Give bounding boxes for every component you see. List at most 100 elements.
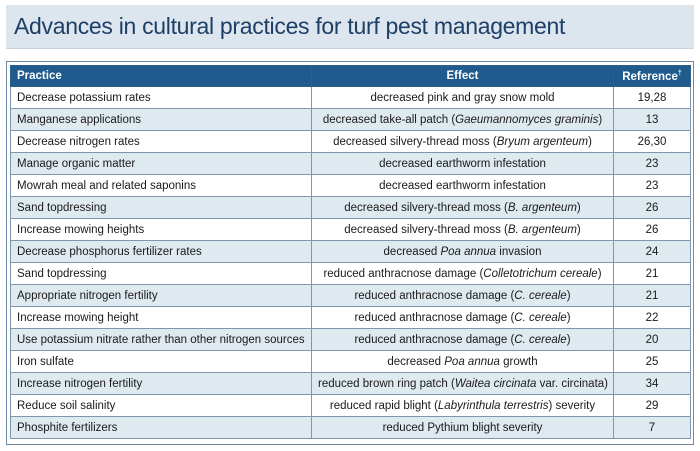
title-banner: Advances in cultural practices for turf … xyxy=(6,5,694,49)
practice-cell: Increase mowing heights xyxy=(10,218,312,241)
effect-italic-text: C. cereale xyxy=(514,289,567,302)
table-row: Manganese applications decreased take-all… xyxy=(10,108,691,131)
practice-cell: Sand topdressing xyxy=(10,196,312,219)
effect-cell: reduced anthracnose damage (Colletotrich… xyxy=(311,262,614,285)
reference-cell: 24 xyxy=(613,240,691,263)
effect-italic-text: Colletotrichum cereale xyxy=(483,267,598,280)
effect-post-text: ) xyxy=(576,223,581,236)
header-practice: Practice xyxy=(10,65,312,87)
effect-cell: decreased earthworm infestation xyxy=(311,174,614,197)
table-row: Increase mowing heights decreased silvery… xyxy=(10,218,691,241)
page-title: Advances in cultural practices for turf … xyxy=(14,13,566,39)
table-row: Decrease potassium rates decreased pink a… xyxy=(10,86,691,109)
effect-pre-text: reduced anthracnose damage ( xyxy=(354,289,515,302)
effect-cell: decreased silvery-thread moss (B. argent… xyxy=(311,218,614,241)
table-row: Decrease phosphorus fertilizer rates decr… xyxy=(10,240,691,263)
practice-cell: Iron sulfate xyxy=(10,350,312,373)
table-row: Phosphite fertilizers reduced Pythium bli… xyxy=(10,416,691,439)
effect-pre-text: decreased earthworm infestation xyxy=(379,157,546,170)
dagger-mark: † xyxy=(677,69,682,77)
effect-cell: decreased Poa annua invasion xyxy=(311,240,614,263)
effect-post-text: ) xyxy=(576,201,581,214)
table-row: Iron sulfate decreased Poa annua growth 25 xyxy=(10,350,691,373)
effect-cell: reduced rapid blight (Labyrinthula terre… xyxy=(311,394,614,417)
effect-post-text: ) xyxy=(566,311,571,324)
effect-pre-text: decreased pink and gray snow mold xyxy=(370,91,555,104)
practices-table: Practice Effect Reference† Decrease pota… xyxy=(10,65,691,439)
effect-post-text: ) xyxy=(588,135,592,148)
reference-cell: 21 xyxy=(613,262,691,285)
reference-cell: 23 xyxy=(613,174,691,197)
reference-cell: 23 xyxy=(613,152,691,175)
reference-cell: 21 xyxy=(613,284,691,307)
effect-italic-text: B. argenteum xyxy=(507,201,577,214)
effect-italic-text: C. cereale xyxy=(514,333,567,346)
effect-post-text: ) xyxy=(566,333,571,346)
practice-cell: Phosphite fertilizers xyxy=(10,416,312,439)
effect-italic-text: C. cereale xyxy=(514,311,567,324)
effect-cell: decreased take-all patch (Gaeumannomyces… xyxy=(311,108,614,131)
practice-cell: Mowrah meal and related saponins xyxy=(10,174,312,197)
effect-cell: reduced anthracnose damage (C. cereale) xyxy=(311,284,614,307)
effect-post-text: var. circinata) xyxy=(536,377,608,390)
table-header-row: Practice Effect Reference† xyxy=(10,65,691,87)
practice-cell: Reduce soil salinity xyxy=(10,394,312,417)
effect-italic-text: Bryum argenteum xyxy=(496,135,589,148)
effect-pre-text: reduced anthracnose damage ( xyxy=(354,333,515,346)
effect-pre-text: decreased silvery-thread moss ( xyxy=(344,223,508,236)
table-row: Mowrah meal and related saponins decrease… xyxy=(10,174,691,197)
table-row: Sand topdressing reduced anthracnose dama… xyxy=(10,262,691,285)
effect-italic-text: B. argenteum xyxy=(507,223,577,236)
effect-post-text: ) xyxy=(598,113,603,126)
table-row: Manage organic matter decreased earthworm… xyxy=(10,152,691,175)
effect-pre-text: decreased silvery-thread moss ( xyxy=(344,201,508,214)
effect-pre-text: decreased take-all patch ( xyxy=(322,113,456,126)
practice-cell: Decrease phosphorus fertilizer rates xyxy=(10,240,312,263)
table-row: Appropriate nitrogen fertility reduced an… xyxy=(10,284,691,307)
reference-cell: 7 xyxy=(613,416,691,439)
effect-cell: reduced anthracnose damage (C. cereale) xyxy=(311,328,614,351)
reference-cell: 34 xyxy=(613,372,691,395)
practice-cell: Decrease potassium rates xyxy=(10,86,312,109)
effect-pre-text: decreased xyxy=(387,355,445,368)
effect-italic-text: Waitea circinata xyxy=(454,377,537,390)
reference-cell: 26 xyxy=(613,218,691,241)
table-row: Increase nitrogen fertility reduced brown… xyxy=(10,372,691,395)
effect-post-text: ) severity xyxy=(548,399,596,412)
effect-cell: decreased earthworm infestation xyxy=(311,152,614,175)
header-reference-label: Reference xyxy=(622,70,678,83)
reference-cell: 19,28 xyxy=(613,86,691,109)
effect-italic-text: Poa annua xyxy=(444,355,500,368)
effect-pre-text: reduced Pythium blight severity xyxy=(382,421,543,434)
effect-post-text: invasion xyxy=(496,245,542,258)
effect-post-text: ) xyxy=(597,267,602,280)
table-row: Reduce soil salinity reduced rapid blight… xyxy=(10,394,691,417)
effect-italic-text: Poa annua xyxy=(440,245,497,258)
reference-cell: 20 xyxy=(613,328,691,351)
table-body: Decrease potassium rates decreased pink a… xyxy=(10,86,691,439)
reference-cell: 13 xyxy=(613,108,691,131)
table-row: Decrease nitrogen rates decreased silvery… xyxy=(10,130,691,153)
effect-pre-text: reduced anthracnose damage ( xyxy=(354,311,515,324)
effect-cell: decreased silvery-thread moss (B. argent… xyxy=(311,196,614,219)
table-row: Increase mowing height reduced anthracnos… xyxy=(10,306,691,329)
practice-cell: Use potassium nitrate rather than other … xyxy=(10,328,312,351)
header-effect: Effect xyxy=(311,65,614,87)
practice-cell: Decrease nitrogen rates xyxy=(10,130,312,153)
effect-italic-text: Labyrinthula terrestris xyxy=(437,399,549,412)
practice-cell: Sand topdressing xyxy=(10,262,312,285)
effect-cell: reduced anthracnose damage (C. cereale) xyxy=(311,306,614,329)
effect-post-text: ) xyxy=(566,289,571,302)
practice-cell: Increase mowing height xyxy=(10,306,312,329)
effect-cell: decreased Poa annua growth xyxy=(311,350,614,373)
effect-pre-text: decreased earthworm infestation xyxy=(379,179,546,192)
header-reference: Reference† xyxy=(613,65,691,87)
reference-cell: 29 xyxy=(613,394,691,417)
effect-pre-text: decreased xyxy=(383,245,441,258)
effect-cell: decreased silvery-thread moss (Bryum arg… xyxy=(311,130,614,153)
effect-pre-text: reduced rapid blight ( xyxy=(329,399,438,412)
table-row: Sand topdressing decreased silvery-thread… xyxy=(10,196,691,219)
effect-cell: decreased pink and gray snow mold xyxy=(311,86,614,109)
reference-cell: 26 xyxy=(613,196,691,219)
practice-cell: Manage organic matter xyxy=(10,152,312,175)
